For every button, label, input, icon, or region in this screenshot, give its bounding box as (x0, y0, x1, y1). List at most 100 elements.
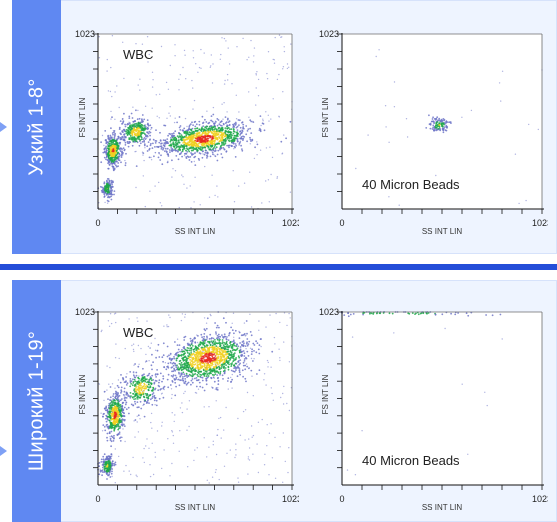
data-point (150, 383, 153, 386)
data-point (172, 145, 175, 148)
data-point (227, 134, 229, 137)
data-point (205, 322, 208, 324)
data-point (190, 140, 193, 142)
data-point (220, 367, 223, 370)
data-point (183, 356, 185, 359)
data-point (237, 417, 239, 420)
data-point (259, 115, 262, 117)
data-point (98, 473, 101, 476)
data-point (191, 121, 193, 124)
data-point (156, 115, 158, 118)
data-point (226, 124, 229, 127)
data-point (146, 378, 148, 380)
data-point (160, 142, 162, 145)
data-point (195, 354, 198, 356)
data-point (239, 134, 242, 136)
data-point (202, 343, 205, 346)
data-point (121, 118, 124, 121)
data-point (168, 314, 170, 316)
data-point (191, 342, 193, 344)
data-point (278, 348, 280, 350)
data-point (108, 142, 111, 145)
data-point (193, 337, 196, 340)
data-point (261, 418, 263, 421)
data-point (104, 201, 106, 204)
data-point (233, 148, 235, 150)
data-point (181, 366, 184, 368)
data-point (224, 367, 227, 369)
data-point (289, 191, 292, 193)
data-point (152, 473, 155, 476)
data-point (181, 411, 184, 414)
data-point (196, 341, 199, 344)
data-point (113, 193, 115, 196)
data-point (211, 348, 214, 351)
data-point (109, 386, 112, 388)
data-point (148, 402, 150, 404)
data-point (104, 429, 107, 432)
data-point (184, 117, 187, 120)
data-point (384, 105, 387, 107)
data-point (116, 403, 119, 406)
data-point (214, 137, 217, 139)
data-point (212, 106, 215, 109)
data-point (208, 372, 211, 375)
data-point (104, 189, 107, 192)
data-point (111, 404, 114, 407)
data-point (208, 196, 211, 198)
data-point (167, 386, 170, 389)
data-point (128, 121, 130, 124)
data-point (133, 136, 136, 139)
data-point (118, 437, 121, 440)
data-point (163, 145, 166, 148)
data-point (272, 399, 274, 401)
data-point (223, 465, 226, 467)
data-point (154, 456, 157, 458)
data-point (204, 340, 206, 342)
data-point (241, 369, 244, 372)
data-point (208, 406, 210, 408)
data-point (109, 439, 112, 441)
data-point (111, 468, 114, 470)
data-point (111, 162, 113, 164)
data-point (135, 126, 138, 129)
data-point (124, 396, 127, 399)
data-point (98, 383, 101, 385)
data-point (110, 66, 112, 69)
data-point (228, 135, 231, 138)
data-point (108, 419, 111, 422)
data-point (278, 115, 280, 118)
data-point (194, 341, 197, 344)
data-point (235, 134, 237, 137)
data-point (147, 394, 149, 396)
data-point (137, 320, 139, 322)
data-point (145, 137, 148, 140)
data-point (167, 88, 170, 90)
data-point (133, 129, 135, 132)
data-point (250, 357, 253, 360)
data-point (228, 137, 231, 140)
data-point (196, 140, 198, 143)
data-point (231, 340, 234, 343)
x-axis-label: SS INT LIN (175, 227, 216, 236)
data-point (169, 361, 172, 364)
data-point (166, 147, 169, 150)
data-point (125, 392, 128, 394)
data-point (236, 46, 238, 48)
data-point (491, 314, 494, 317)
data-point (270, 173, 272, 176)
data-point (250, 39, 252, 42)
data-point (107, 134, 110, 137)
data-point (238, 124, 240, 126)
data-point (437, 119, 439, 122)
data-point (248, 447, 251, 449)
data-point (101, 186, 103, 189)
data-point (139, 139, 142, 141)
x-axis-label: SS INT LIN (175, 503, 216, 512)
data-point (144, 127, 147, 130)
data-point (226, 111, 228, 113)
data-point (235, 94, 237, 97)
data-point (169, 64, 171, 67)
data-point (237, 366, 240, 369)
